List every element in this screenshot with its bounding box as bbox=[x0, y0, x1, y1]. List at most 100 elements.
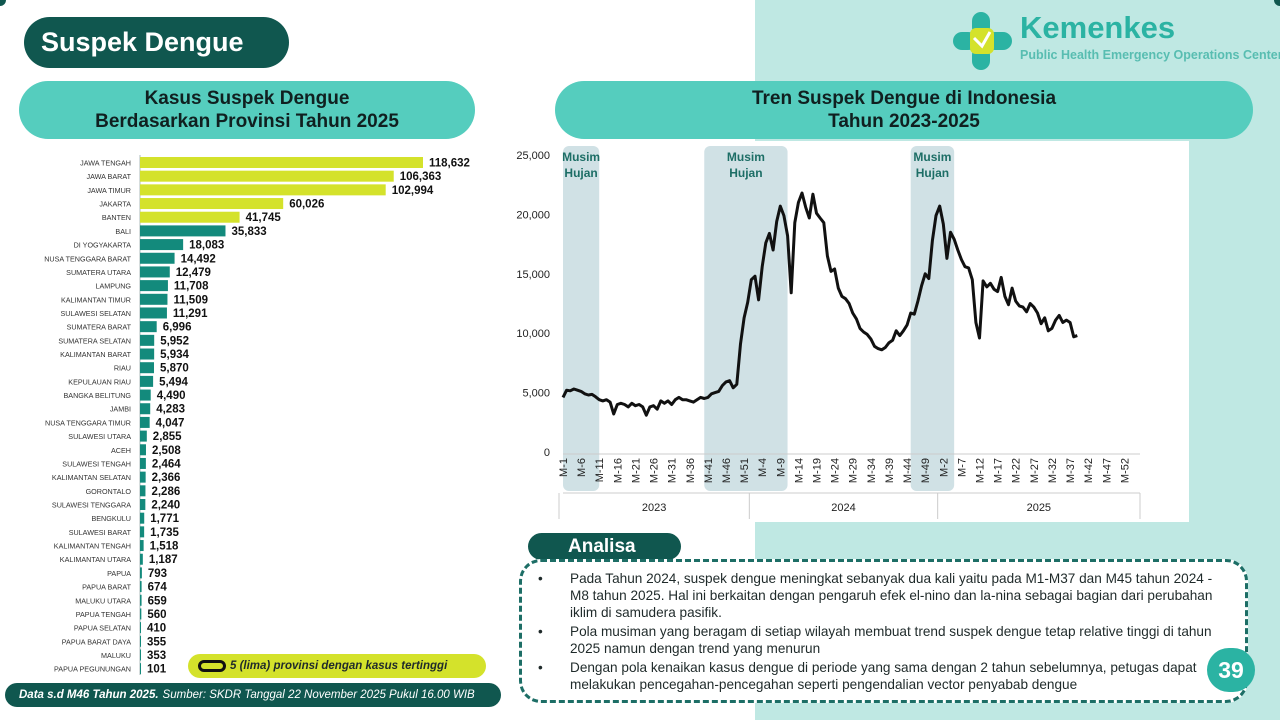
bar bbox=[140, 211, 240, 223]
bar-value-label: 1,187 bbox=[149, 554, 178, 566]
x-tick-label: M-47 bbox=[1101, 458, 1113, 483]
x-tick-label: M-27 bbox=[1029, 458, 1041, 483]
analisa-text: Pola musiman yang beragam di setiap wila… bbox=[570, 624, 1212, 656]
bar-category-label: NUSA TENGGARA BARAT bbox=[44, 254, 131, 263]
x-tick-label: M-17 bbox=[993, 458, 1005, 483]
bar-category-label: SULAWESI TENGAH bbox=[62, 459, 131, 468]
bar-value-label: 106,363 bbox=[400, 171, 442, 183]
bar-category-label: PAPUA bbox=[107, 569, 131, 578]
year-label: 2025 bbox=[1027, 502, 1051, 514]
legend-text: 5 (lima) provinsi dengan kasus tertinggi bbox=[230, 660, 448, 672]
year-label: 2023 bbox=[642, 502, 666, 514]
analisa-bullet: • Pada Tahun 2024, suspek dengue meningka… bbox=[538, 570, 1228, 621]
footer-bold: Data s.d M46 Tahun 2025. bbox=[19, 689, 159, 701]
bar-category-label: JAWA TIMUR bbox=[87, 186, 131, 195]
x-tick-label: M-52 bbox=[1119, 458, 1131, 483]
x-tick-label: M-1 bbox=[558, 458, 570, 477]
bar-value-label: 101 bbox=[147, 664, 167, 676]
x-tick-label: M-44 bbox=[902, 458, 914, 483]
x-tick-label: M-32 bbox=[1047, 458, 1059, 483]
bar bbox=[140, 635, 141, 647]
y-tick-label: 10,000 bbox=[516, 328, 550, 340]
bar-category-label: PAPUA PEGUNUNGAN bbox=[54, 665, 131, 674]
legend-oval-icon bbox=[198, 660, 226, 672]
bar bbox=[140, 389, 151, 401]
bar bbox=[140, 239, 184, 251]
bar-category-label: ACEH bbox=[111, 446, 131, 455]
rainy-season-label: Hujan bbox=[729, 166, 762, 180]
bar bbox=[140, 553, 143, 565]
bar-value-label: 2,855 bbox=[153, 431, 182, 443]
analisa-bullet: • Dengan pola kenaikan kasus dengue di pe… bbox=[538, 659, 1228, 693]
bar-value-label: 5,952 bbox=[160, 335, 189, 347]
bar-value-label: 11,291 bbox=[173, 308, 208, 320]
bar bbox=[140, 184, 386, 196]
bar-value-label: 41,745 bbox=[246, 212, 282, 224]
x-tick-label: M-31 bbox=[667, 458, 679, 483]
x-tick-label: M-39 bbox=[884, 458, 896, 483]
bar-category-label: RIAU bbox=[114, 364, 131, 373]
analisa-label: Analisa bbox=[528, 533, 681, 560]
x-tick-label: M-34 bbox=[866, 458, 878, 483]
bar bbox=[140, 416, 150, 428]
bar bbox=[140, 444, 146, 456]
y-tick-label: 5,000 bbox=[522, 388, 550, 400]
bar-category-label: BANGKA BELITUNG bbox=[63, 391, 131, 400]
x-tick-label: M-11 bbox=[594, 458, 606, 482]
year-label: 2024 bbox=[831, 502, 855, 514]
bar-value-label: 1,735 bbox=[150, 527, 179, 539]
bar bbox=[140, 362, 155, 374]
x-tick-label: M-22 bbox=[1011, 458, 1023, 483]
bullet-icon: • bbox=[538, 624, 543, 639]
bar-category-label: LAMPUNG bbox=[95, 282, 131, 291]
left-chart-title: Kasus Suspek Dengue Berdasarkan Provinsi… bbox=[19, 81, 475, 139]
rainy-season-band bbox=[563, 146, 600, 491]
bar-value-label: 560 bbox=[147, 609, 166, 621]
x-tick-label: M-7 bbox=[956, 458, 968, 477]
bar-value-label: 11,509 bbox=[173, 294, 208, 306]
rainy-season-band bbox=[910, 146, 955, 491]
x-tick-label: M-12 bbox=[975, 458, 987, 483]
bar-value-label: 353 bbox=[147, 650, 166, 662]
bar-category-label: SUMATERA UTARA bbox=[66, 268, 131, 277]
bar bbox=[140, 252, 175, 264]
right-chart-title: Tren Suspek Dengue di Indonesia Tahun 20… bbox=[555, 81, 1253, 139]
corner-dot bbox=[0, 0, 6, 6]
page-number: 39 bbox=[1207, 648, 1255, 692]
bar-category-label: SUMATERA SELATAN bbox=[58, 336, 131, 345]
right-chart-title-line1: Tren Suspek Dengue di Indonesia bbox=[751, 88, 1057, 109]
analisa-text: Dengan pola kenaikan kasus dengue di per… bbox=[570, 660, 1197, 692]
x-tick-label: M-19 bbox=[812, 458, 824, 483]
trend-chart-box: Musim Hujan Musim Hujan Musim Hujan 0 5,000 10,0… bbox=[512, 141, 1189, 522]
bar bbox=[140, 293, 168, 305]
x-tick-label: M-49 bbox=[920, 458, 932, 483]
y-tick-label: 25,000 bbox=[516, 150, 550, 162]
bar-value-label: 793 bbox=[148, 568, 167, 580]
bar-category-label: SULAWESI BARAT bbox=[69, 528, 132, 537]
bar bbox=[140, 157, 423, 168]
left-chart-title-line1: Kasus Suspek Dengue bbox=[144, 88, 350, 109]
x-tick-label: M-37 bbox=[1065, 458, 1077, 483]
bar-category-label: MALUKU bbox=[101, 651, 131, 660]
bar-value-label: 2,464 bbox=[152, 458, 181, 470]
bar bbox=[140, 375, 154, 387]
bar-category-label: BENGKULU bbox=[91, 514, 131, 523]
bar-category-label: SULAWESI TENGGARA bbox=[52, 501, 131, 510]
bar-value-label: 18,083 bbox=[189, 240, 224, 252]
bar bbox=[140, 622, 141, 634]
bar-category-label: NUSA TENGGARA TIMUR bbox=[45, 418, 131, 427]
bar bbox=[140, 198, 284, 210]
bar bbox=[140, 348, 155, 360]
bar-category-label: BALI bbox=[115, 227, 131, 236]
bar bbox=[140, 170, 394, 182]
bar-category-label: PAPUA TENGAH bbox=[76, 610, 131, 619]
bar-category-label: SUMATERA BARAT bbox=[67, 323, 132, 332]
footer-rest: Sumber: SKDR Tanggal 22 November 2025 Pu… bbox=[162, 689, 475, 701]
x-tick-label: M-14 bbox=[793, 458, 805, 483]
bar-category-label: SULAWESI UTARA bbox=[68, 432, 131, 441]
x-tick-label: M-4 bbox=[757, 458, 769, 477]
bar-category-label: KALIMANTAN BARAT bbox=[60, 350, 131, 359]
rainy-season-label: Musim bbox=[562, 150, 600, 164]
x-tick-label: M-6 bbox=[576, 458, 588, 477]
bar-category-label: DI YOGYAKARTA bbox=[74, 241, 132, 250]
